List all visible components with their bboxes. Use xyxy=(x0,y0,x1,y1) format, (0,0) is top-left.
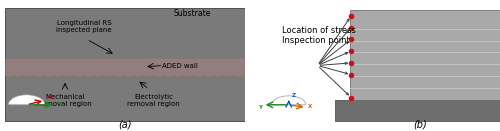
Bar xyxy=(335,100,500,121)
Bar xyxy=(350,10,500,100)
Wedge shape xyxy=(8,95,45,105)
Text: (b): (b) xyxy=(413,120,427,130)
Bar xyxy=(5,8,245,121)
Text: X: X xyxy=(48,95,52,100)
Text: Y: Y xyxy=(58,102,62,107)
Text: ADED wall: ADED wall xyxy=(162,62,198,69)
Text: Location of stress
Inspection point: Location of stress Inspection point xyxy=(282,26,356,45)
Text: (a): (a) xyxy=(118,120,132,130)
Wedge shape xyxy=(272,96,306,105)
Text: Mechanical
removal region: Mechanical removal region xyxy=(38,94,92,107)
Text: X: X xyxy=(308,104,312,109)
Text: Substrate: Substrate xyxy=(174,9,211,18)
Text: Y: Y xyxy=(258,105,262,110)
Text: Z: Z xyxy=(291,93,295,98)
Text: Longitudinal RS
inspected plane: Longitudinal RS inspected plane xyxy=(56,20,112,33)
Bar xyxy=(5,59,245,75)
Text: Electrolytic
removal region: Electrolytic removal region xyxy=(128,94,180,107)
